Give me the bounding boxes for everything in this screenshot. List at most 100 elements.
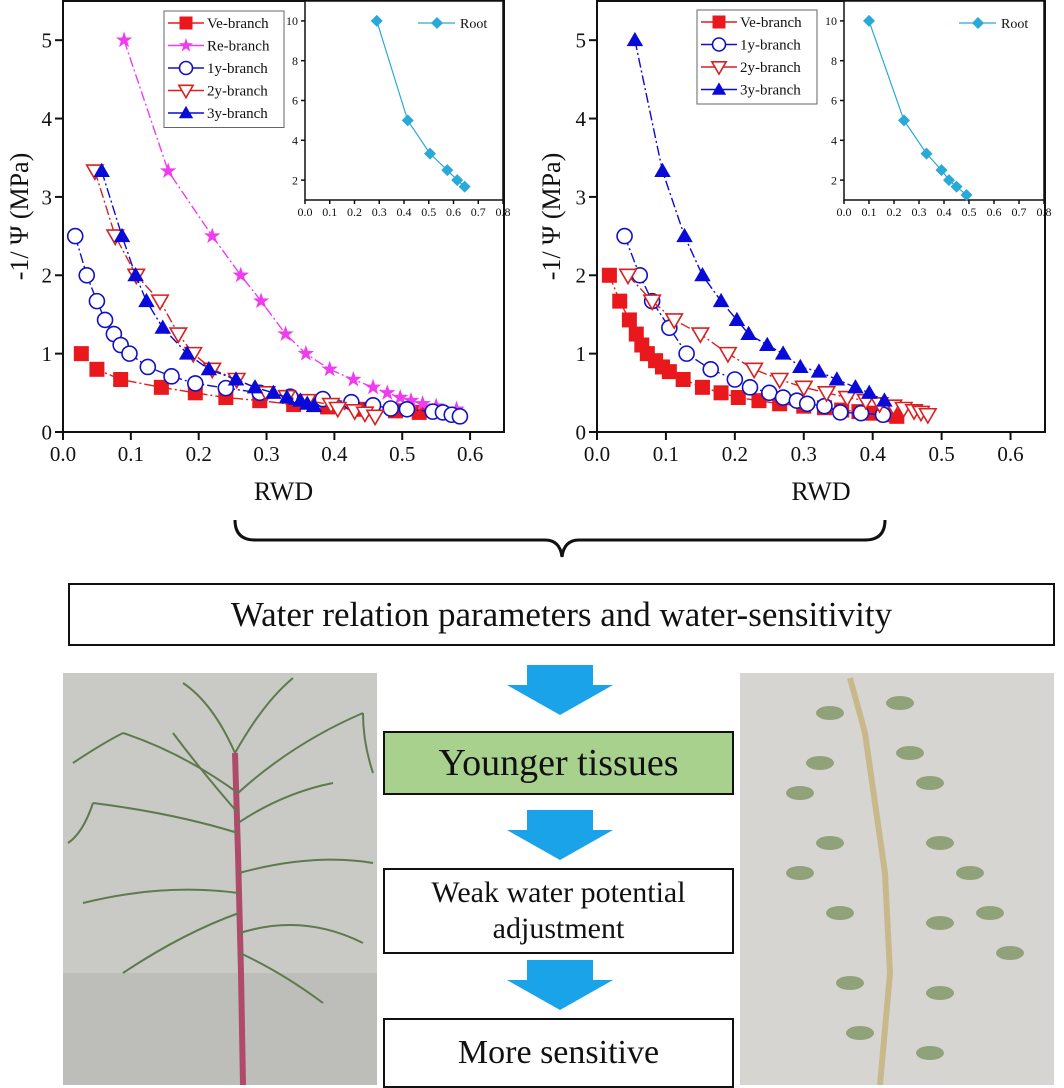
data-point <box>441 164 454 177</box>
y-tick-label: 1 <box>576 342 587 366</box>
series-Root <box>370 14 471 193</box>
y-tick-label: 5 <box>576 29 587 53</box>
inset-x-tick-label: 0.6 <box>446 205 461 219</box>
y-tick-label: 5 <box>42 29 53 53</box>
data-point <box>423 147 436 160</box>
data-point <box>794 380 814 398</box>
data-point <box>690 327 711 344</box>
x-tick-label: 0.1 <box>118 442 144 466</box>
data-point <box>863 14 875 27</box>
legend-marker <box>179 16 193 30</box>
data-point <box>200 361 218 376</box>
inset-y-tick-label: 10 <box>825 14 837 28</box>
series-3y-branch <box>626 31 893 407</box>
series-line <box>623 235 884 416</box>
inset-x-tick-label: 0.6 <box>987 205 1002 219</box>
inset-y-tick-label: 8 <box>292 54 298 68</box>
inset-x-tick-label: 0.4 <box>937 205 952 219</box>
data-point <box>204 227 221 244</box>
inset-x-tick-label: 0.2 <box>347 205 362 219</box>
data-point <box>612 293 628 309</box>
legend-label: 1y-branch <box>740 38 801 54</box>
data-point <box>391 388 409 405</box>
inset-legend-marker <box>431 17 443 29</box>
data-point <box>770 372 790 390</box>
data-point <box>187 375 204 392</box>
series-2y-branch <box>618 268 938 425</box>
data-point <box>675 371 691 387</box>
data-point <box>370 14 383 27</box>
data-point <box>960 189 973 202</box>
data-point <box>297 345 315 361</box>
inset-y-tick-label: 8 <box>831 54 837 68</box>
data-point <box>642 294 662 311</box>
inset-y-tick-label: 4 <box>292 134 298 148</box>
series-1y-branch <box>616 227 892 424</box>
data-point <box>702 361 720 378</box>
data-point <box>121 345 138 362</box>
data-point <box>414 395 431 411</box>
data-point <box>382 400 399 417</box>
inset-x-tick-label: 0.1 <box>862 205 877 219</box>
data-point <box>96 311 114 329</box>
data-point <box>115 31 133 48</box>
legend-label: Re-branch <box>207 39 270 55</box>
data-point <box>451 408 469 425</box>
x-tick-label: 0.5 <box>928 442 954 466</box>
data-point <box>88 292 106 310</box>
data-point <box>278 389 296 404</box>
legend: Ve-branch Re-branch 1y-branch 2y-branch 3y-b… <box>163 10 285 128</box>
data-point <box>694 267 711 282</box>
legend-marker <box>177 84 195 100</box>
legend-marker <box>178 60 194 76</box>
data-point <box>664 313 684 330</box>
data-point <box>920 147 933 160</box>
data-point <box>321 360 338 377</box>
inset-x-tick-label: 0.0 <box>837 205 852 219</box>
data-point <box>728 311 746 326</box>
legend: Ve-branch 1y-branch 2y-branch 3y-branch <box>696 9 818 105</box>
data-point <box>860 384 878 399</box>
data-point <box>726 371 744 388</box>
data-point <box>618 268 638 286</box>
more-sensitive-box: More sensitive <box>383 1018 734 1088</box>
data-point <box>828 371 846 386</box>
legend-label: Ve-branch <box>207 16 269 32</box>
data-point <box>364 378 382 395</box>
data-point <box>758 336 776 352</box>
data-point <box>159 162 177 179</box>
x-tick-label: 0.1 <box>653 442 679 466</box>
x-tick-label: 0.6 <box>457 442 483 466</box>
legend-marker <box>711 82 727 95</box>
down-arrow-icon <box>507 665 613 715</box>
inset-y-tick-label: 6 <box>292 94 298 108</box>
inset-legend-label: Root <box>1001 17 1028 32</box>
data-point <box>774 389 792 406</box>
data-point <box>661 364 677 380</box>
inset-x-tick-label: 0.5 <box>421 205 436 219</box>
data-point <box>153 379 169 395</box>
data-point <box>676 227 693 243</box>
legend-marker <box>178 38 194 52</box>
y-tick-label: 2 <box>576 264 587 288</box>
x-tick-label: 0.2 <box>186 442 212 466</box>
data-point <box>943 174 955 187</box>
y-tick-label: 0 <box>42 420 53 444</box>
data-point <box>93 162 110 178</box>
inset-x-tick-label: 0.4 <box>397 205 412 219</box>
legend-label: 2y-branch <box>207 84 268 100</box>
series-1y-branch <box>66 227 469 425</box>
x-axis-label: RWD <box>254 477 313 506</box>
x-tick-label: 0.6 <box>997 442 1023 466</box>
data-point <box>345 370 362 387</box>
data-point <box>139 358 157 376</box>
legend-label: 3y-branch <box>740 83 801 99</box>
inset-x-tick-label: 0.8 <box>1037 205 1052 219</box>
data-point <box>898 114 910 127</box>
data-point <box>73 346 89 362</box>
x-tick-label: 0.2 <box>722 442 748 466</box>
data-point <box>305 397 323 413</box>
summary-box: Water relation parameters and water-sens… <box>68 583 1055 646</box>
data-point <box>810 363 828 378</box>
data-point <box>401 114 414 127</box>
